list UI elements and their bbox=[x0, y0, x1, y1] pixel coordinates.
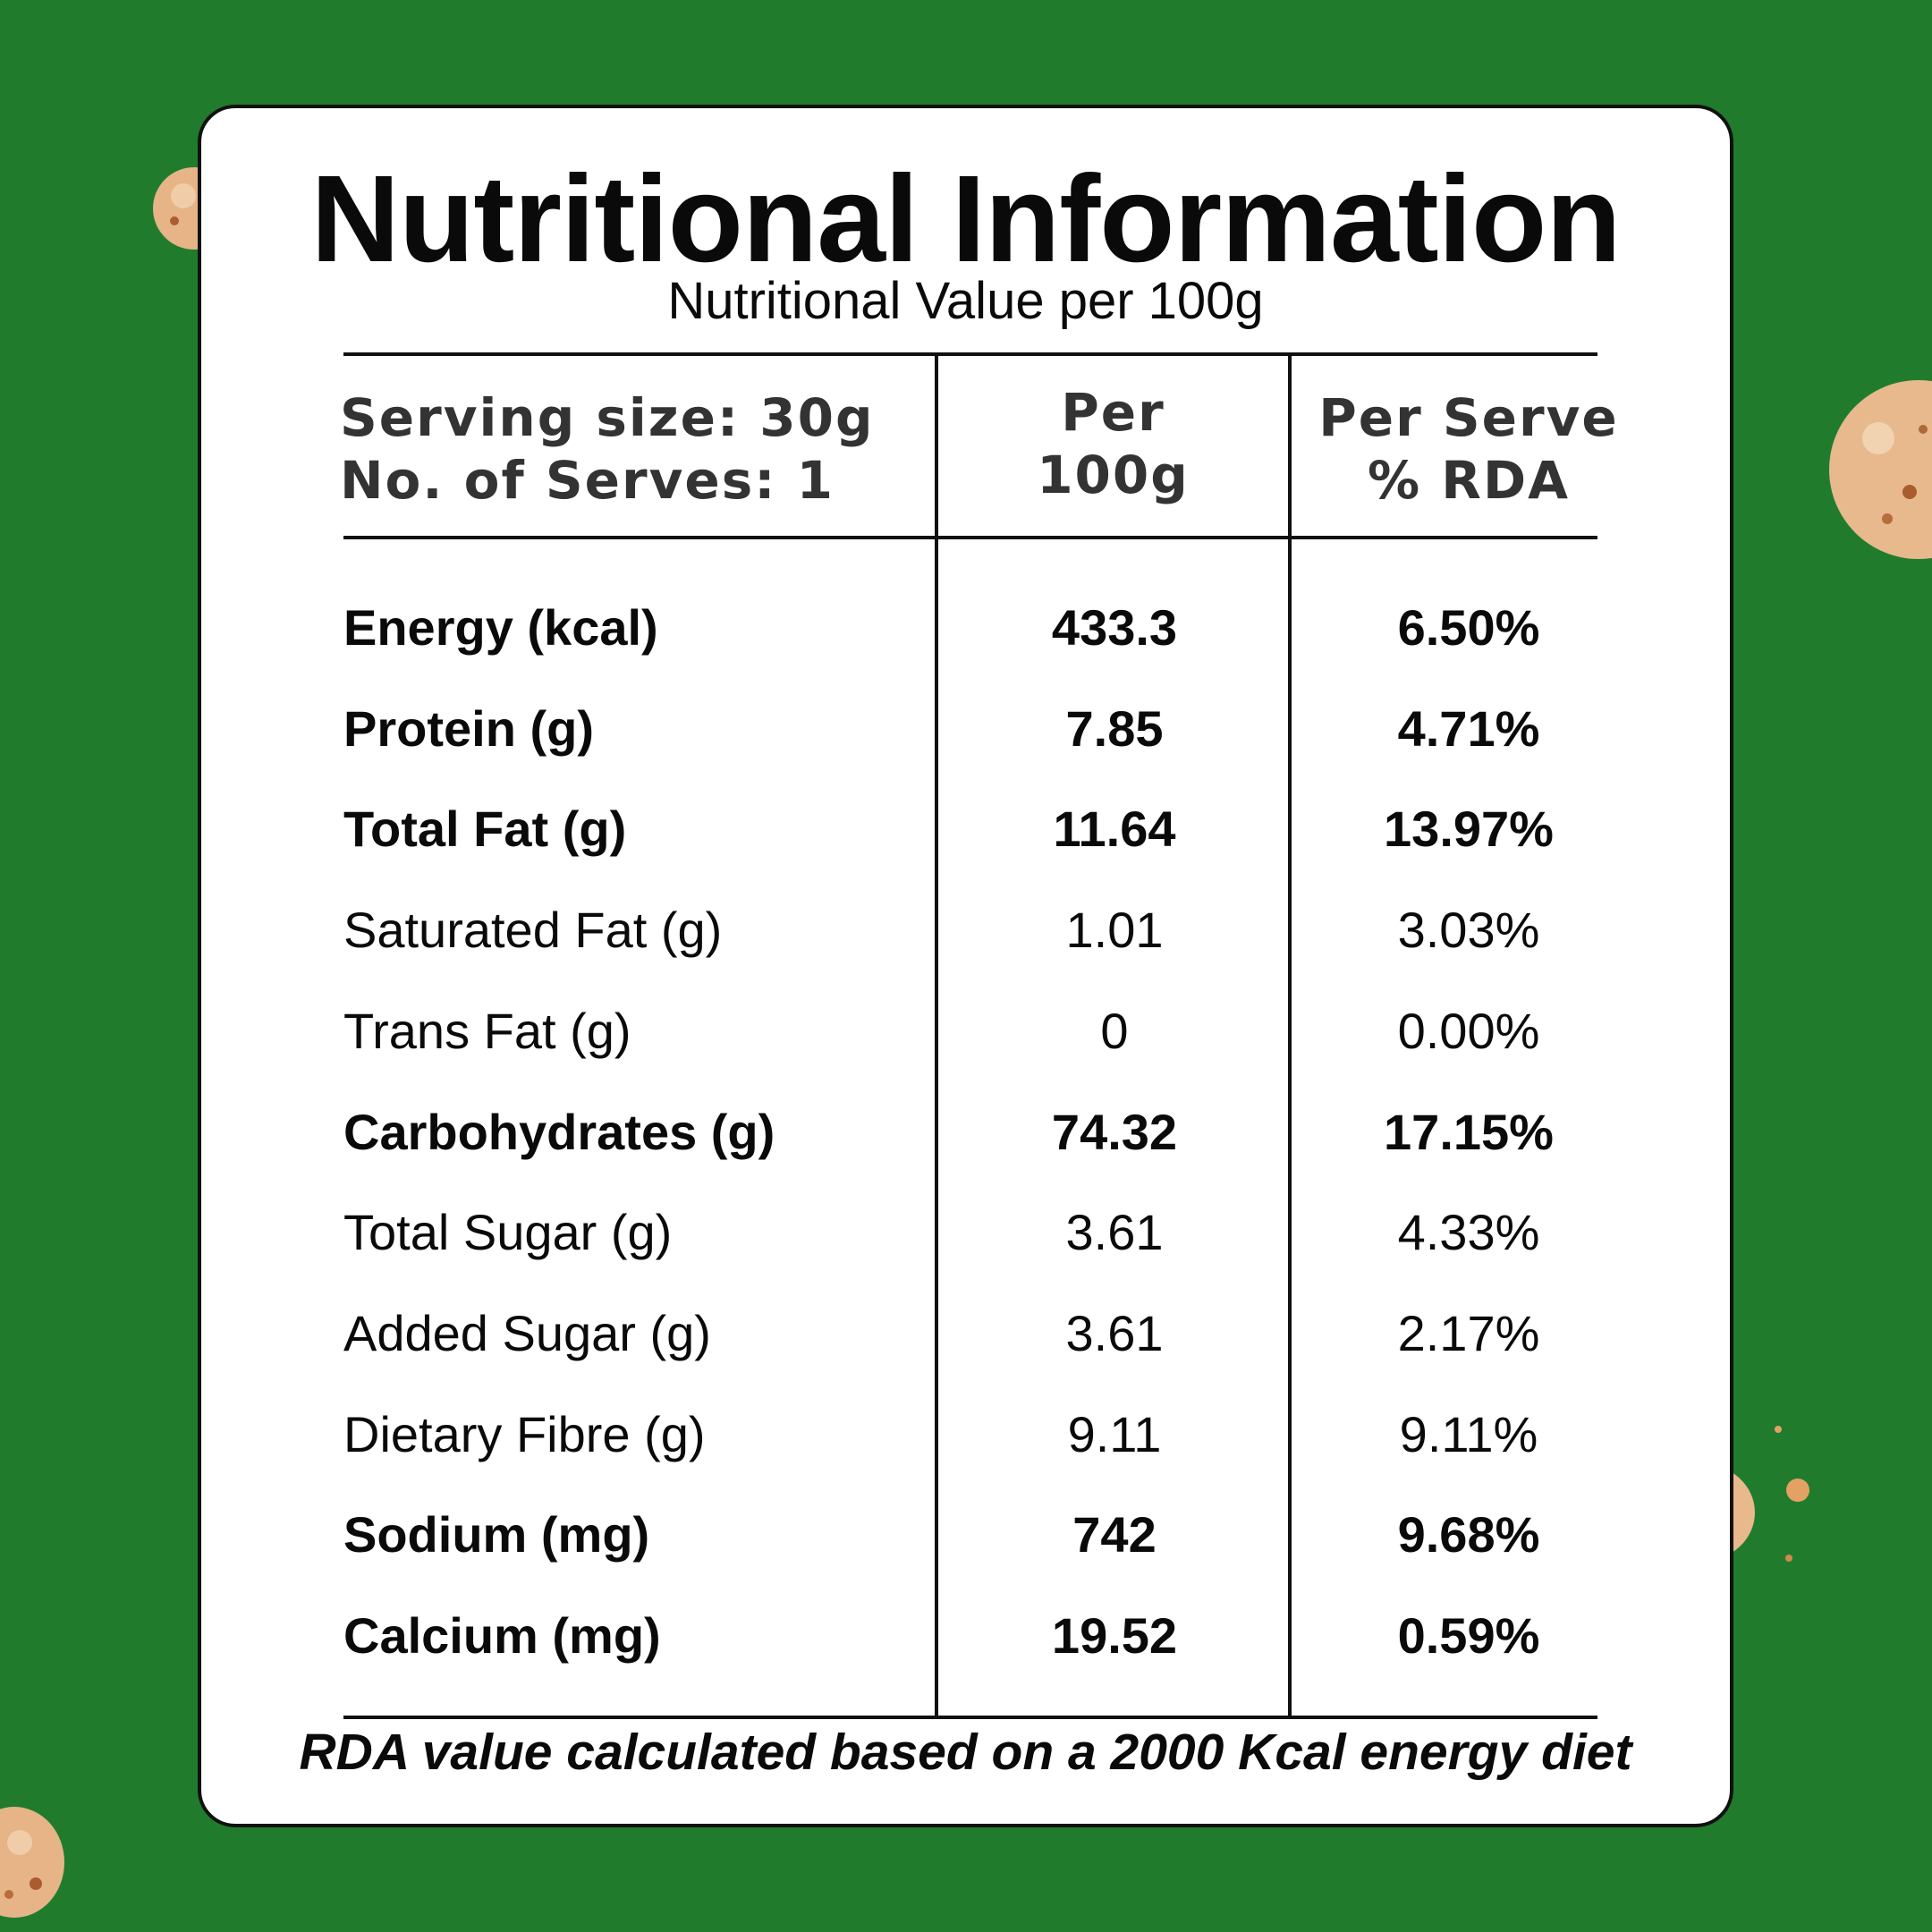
snack-piece-icon bbox=[1829, 380, 1932, 559]
nutrient-name: Total Fat (g) bbox=[343, 801, 627, 858]
page-title: Nutritional Information bbox=[310, 150, 1621, 288]
nutrient-name: Dietary Fibre (g) bbox=[343, 1405, 706, 1462]
table-bottom-rule bbox=[343, 1716, 1597, 1719]
rda-value: 0.59% bbox=[1397, 1607, 1540, 1664]
nutrient-name: Protein (g) bbox=[343, 699, 594, 757]
rda-value: 9.68% bbox=[1397, 1506, 1540, 1563]
per-100g-header-line1: Per bbox=[1061, 382, 1165, 443]
table-row: Carbohydrates (g) 74.32 17.15% bbox=[201, 1082, 1730, 1182]
serving-size-label: Serving size: 30g bbox=[340, 387, 875, 448]
rda-value: 17.15% bbox=[1384, 1103, 1554, 1160]
per-100g-value: 19.52 bbox=[1051, 1607, 1178, 1664]
per-100g-value: 74.32 bbox=[1051, 1103, 1178, 1160]
per-100g-value: 742 bbox=[1072, 1506, 1157, 1563]
column-divider bbox=[1288, 352, 1292, 1719]
nutrient-name: Carbohydrates (g) bbox=[343, 1103, 775, 1160]
table-row: Total Fat (g) 11.64 13.97% bbox=[201, 779, 1730, 879]
rda-value: 0.00% bbox=[1397, 1002, 1540, 1059]
nutrient-name: Sodium (mg) bbox=[343, 1506, 650, 1563]
snack-piece-icon bbox=[0, 1807, 64, 1918]
per-100g-header-line2: 100g bbox=[1037, 445, 1190, 505]
nutrient-name: Trans Fat (g) bbox=[343, 1002, 631, 1059]
nutrient-name: Total Sugar (g) bbox=[343, 1204, 673, 1261]
nutrient-name: Calcium (mg) bbox=[343, 1607, 661, 1664]
column-divider bbox=[935, 352, 938, 1719]
table-top-rule bbox=[343, 352, 1597, 356]
serves-label: No. of Serves: 1 bbox=[340, 450, 835, 511]
crumb-icon bbox=[1775, 1426, 1809, 1562]
table-row: Saturated Fat (g) 1.01 3.03% bbox=[201, 880, 1730, 980]
rda-header-line2: % RDA bbox=[1368, 450, 1570, 511]
per-100g-value: 433.3 bbox=[1051, 599, 1178, 656]
serving-info-header: Serving size: 30g No. of Serves: 1 bbox=[340, 386, 875, 512]
rda-header: Per Serve % RDA bbox=[1292, 386, 1646, 512]
nutrient-name: Energy (kcal) bbox=[343, 599, 658, 656]
rda-header-line1: Per Serve bbox=[1318, 387, 1619, 448]
table-row: Protein (g) 7.85 4.71% bbox=[201, 679, 1730, 779]
per-100g-value: 9.11 bbox=[1067, 1405, 1162, 1462]
table-row: Sodium (mg) 742 9.68% bbox=[201, 1485, 1730, 1585]
per-100g-value: 3.61 bbox=[1065, 1204, 1164, 1261]
per-100g-value: 7.85 bbox=[1065, 699, 1164, 757]
per-100g-value: 11.64 bbox=[1053, 801, 1176, 858]
per-100g-value: 3.61 bbox=[1065, 1304, 1164, 1361]
per-100g-value: 1.01 bbox=[1065, 902, 1164, 959]
table-row: Dietary Fibre (g) 9.11 9.11% bbox=[201, 1385, 1730, 1485]
rda-value: 6.50% bbox=[1397, 599, 1540, 656]
table-row: Energy (kcal) 433.3 6.50% bbox=[201, 578, 1730, 678]
rda-value: 4.71% bbox=[1397, 699, 1540, 757]
header-bottom-rule bbox=[343, 536, 1597, 539]
rda-value: 13.97% bbox=[1384, 801, 1554, 858]
rda-footnote: RDA value calculated based on a 2000 Kca… bbox=[299, 1724, 1632, 1781]
table-row: Trans Fat (g) 0 0.00% bbox=[201, 981, 1730, 1081]
rda-value: 2.17% bbox=[1397, 1304, 1540, 1361]
page-subtitle: Nutritional Value per 100g bbox=[667, 272, 1264, 330]
nutrient-name: Added Sugar (g) bbox=[343, 1304, 711, 1361]
rda-value: 4.33% bbox=[1397, 1204, 1540, 1261]
per-100g-value: 0 bbox=[1100, 1002, 1129, 1059]
nutrient-name: Saturated Fat (g) bbox=[343, 902, 723, 959]
per-100g-header: Per 100g bbox=[938, 381, 1288, 506]
rda-value: 9.11% bbox=[1399, 1405, 1538, 1462]
rda-value: 3.03% bbox=[1397, 902, 1540, 959]
table-row: Total Sugar (g) 3.61 4.33% bbox=[201, 1182, 1730, 1283]
table-row: Added Sugar (g) 3.61 2.17% bbox=[201, 1284, 1730, 1384]
table-row: Calcium (mg) 19.52 0.59% bbox=[201, 1586, 1730, 1686]
nutrition-card: Nutritional Information Nutritional Valu… bbox=[198, 105, 1733, 1827]
